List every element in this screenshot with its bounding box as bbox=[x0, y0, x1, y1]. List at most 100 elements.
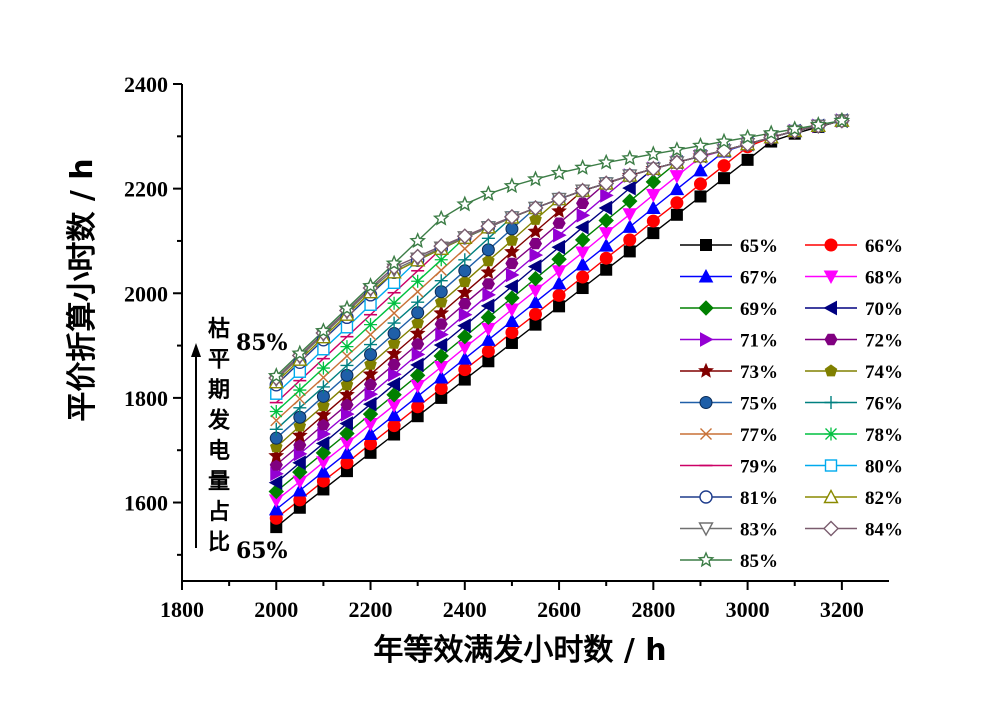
data-point bbox=[339, 425, 355, 442]
data-point bbox=[670, 196, 684, 210]
data-point bbox=[527, 170, 544, 187]
data-point bbox=[504, 279, 518, 294]
data-point bbox=[316, 380, 330, 394]
data-point bbox=[388, 307, 401, 320]
data-point bbox=[458, 307, 473, 323]
data-point bbox=[480, 309, 497, 326]
legend-entry: 77% bbox=[680, 425, 778, 446]
annotation-top-label: 85% bbox=[236, 330, 288, 356]
x-tick-label: 2600 bbox=[537, 597, 581, 622]
series-markers-85pct bbox=[267, 111, 851, 384]
data-point bbox=[269, 404, 283, 418]
legend-label: 70% bbox=[865, 299, 903, 320]
legend-marker bbox=[824, 333, 838, 346]
data-point bbox=[315, 406, 332, 422]
data-point bbox=[527, 259, 542, 274]
legend-label: 71% bbox=[740, 331, 778, 352]
data-point bbox=[432, 209, 450, 226]
data-point bbox=[364, 338, 378, 352]
legend-entry: 75% bbox=[680, 394, 778, 415]
data-point bbox=[339, 386, 355, 402]
data-point bbox=[411, 347, 426, 362]
data-point bbox=[529, 307, 542, 321]
data-point bbox=[386, 345, 403, 361]
data-point bbox=[551, 191, 568, 208]
legend-marker bbox=[824, 364, 838, 377]
axes bbox=[181, 84, 889, 582]
legend-entry: 76% bbox=[805, 394, 903, 415]
annotation-char: 期 bbox=[208, 377, 230, 403]
legend-label: 81% bbox=[740, 488, 778, 509]
data-point bbox=[411, 338, 425, 350]
legend-entry: 78% bbox=[805, 425, 903, 446]
legend-label: 72% bbox=[865, 331, 903, 352]
data-point bbox=[504, 290, 520, 306]
data-point bbox=[576, 270, 590, 284]
data-point bbox=[622, 208, 638, 222]
data-point bbox=[293, 383, 307, 397]
data-point bbox=[622, 180, 636, 196]
data-point bbox=[692, 148, 709, 165]
data-point bbox=[339, 445, 355, 459]
data-point bbox=[317, 399, 330, 412]
data-point bbox=[267, 367, 285, 384]
x-tick-label: 2400 bbox=[443, 597, 487, 622]
data-point bbox=[574, 158, 592, 175]
data-point bbox=[458, 264, 472, 278]
data-point bbox=[645, 200, 661, 214]
data-point bbox=[669, 170, 685, 184]
legend-entry: 82% bbox=[805, 488, 903, 509]
data-point bbox=[340, 358, 354, 372]
data-point bbox=[646, 214, 660, 228]
data-point bbox=[362, 396, 377, 412]
legend-marker bbox=[824, 427, 838, 441]
x-tick-label: 2800 bbox=[631, 597, 675, 622]
legend-marker bbox=[698, 522, 714, 537]
data-point bbox=[598, 200, 613, 216]
data-point bbox=[411, 295, 425, 309]
data-point bbox=[434, 318, 448, 330]
data-point bbox=[456, 228, 473, 245]
data-point bbox=[809, 116, 827, 132]
data-point bbox=[692, 136, 709, 153]
data-point bbox=[292, 455, 306, 471]
annotation-char: 比 bbox=[208, 530, 230, 556]
data-point bbox=[291, 427, 308, 443]
data-point bbox=[551, 239, 566, 255]
legend-entry: 85% bbox=[680, 551, 778, 572]
legend-entry: 68% bbox=[805, 268, 903, 289]
data-point bbox=[385, 254, 403, 271]
legend-marker bbox=[700, 428, 712, 440]
data-point bbox=[622, 219, 638, 233]
data-point bbox=[434, 274, 448, 288]
y-tick-label: 2000 bbox=[124, 281, 168, 306]
data-point bbox=[435, 327, 449, 342]
data-point bbox=[717, 159, 731, 173]
data-point bbox=[574, 232, 591, 248]
data-point bbox=[339, 416, 353, 431]
data-point bbox=[621, 149, 639, 166]
annotation-char: 量 bbox=[208, 469, 230, 495]
data-point bbox=[458, 253, 472, 267]
data-point bbox=[551, 265, 567, 279]
legend-marker bbox=[700, 332, 714, 347]
legend-marker bbox=[698, 300, 714, 316]
legend-entry: 72% bbox=[805, 331, 903, 352]
data-point bbox=[434, 253, 448, 267]
legend-marker bbox=[824, 396, 838, 409]
data-point bbox=[409, 367, 426, 384]
data-point bbox=[409, 325, 426, 341]
data-point bbox=[694, 190, 707, 203]
x-tick-label: 2000 bbox=[254, 597, 298, 622]
data-point bbox=[409, 248, 426, 265]
legend-label: 66% bbox=[865, 236, 903, 257]
data-point bbox=[270, 414, 283, 427]
legend-label: 69% bbox=[740, 299, 778, 320]
data-point bbox=[504, 313, 520, 327]
data-point bbox=[575, 220, 589, 235]
data-point bbox=[527, 199, 544, 216]
data-point bbox=[433, 348, 449, 364]
data-point bbox=[410, 357, 424, 373]
data-point bbox=[623, 233, 637, 247]
